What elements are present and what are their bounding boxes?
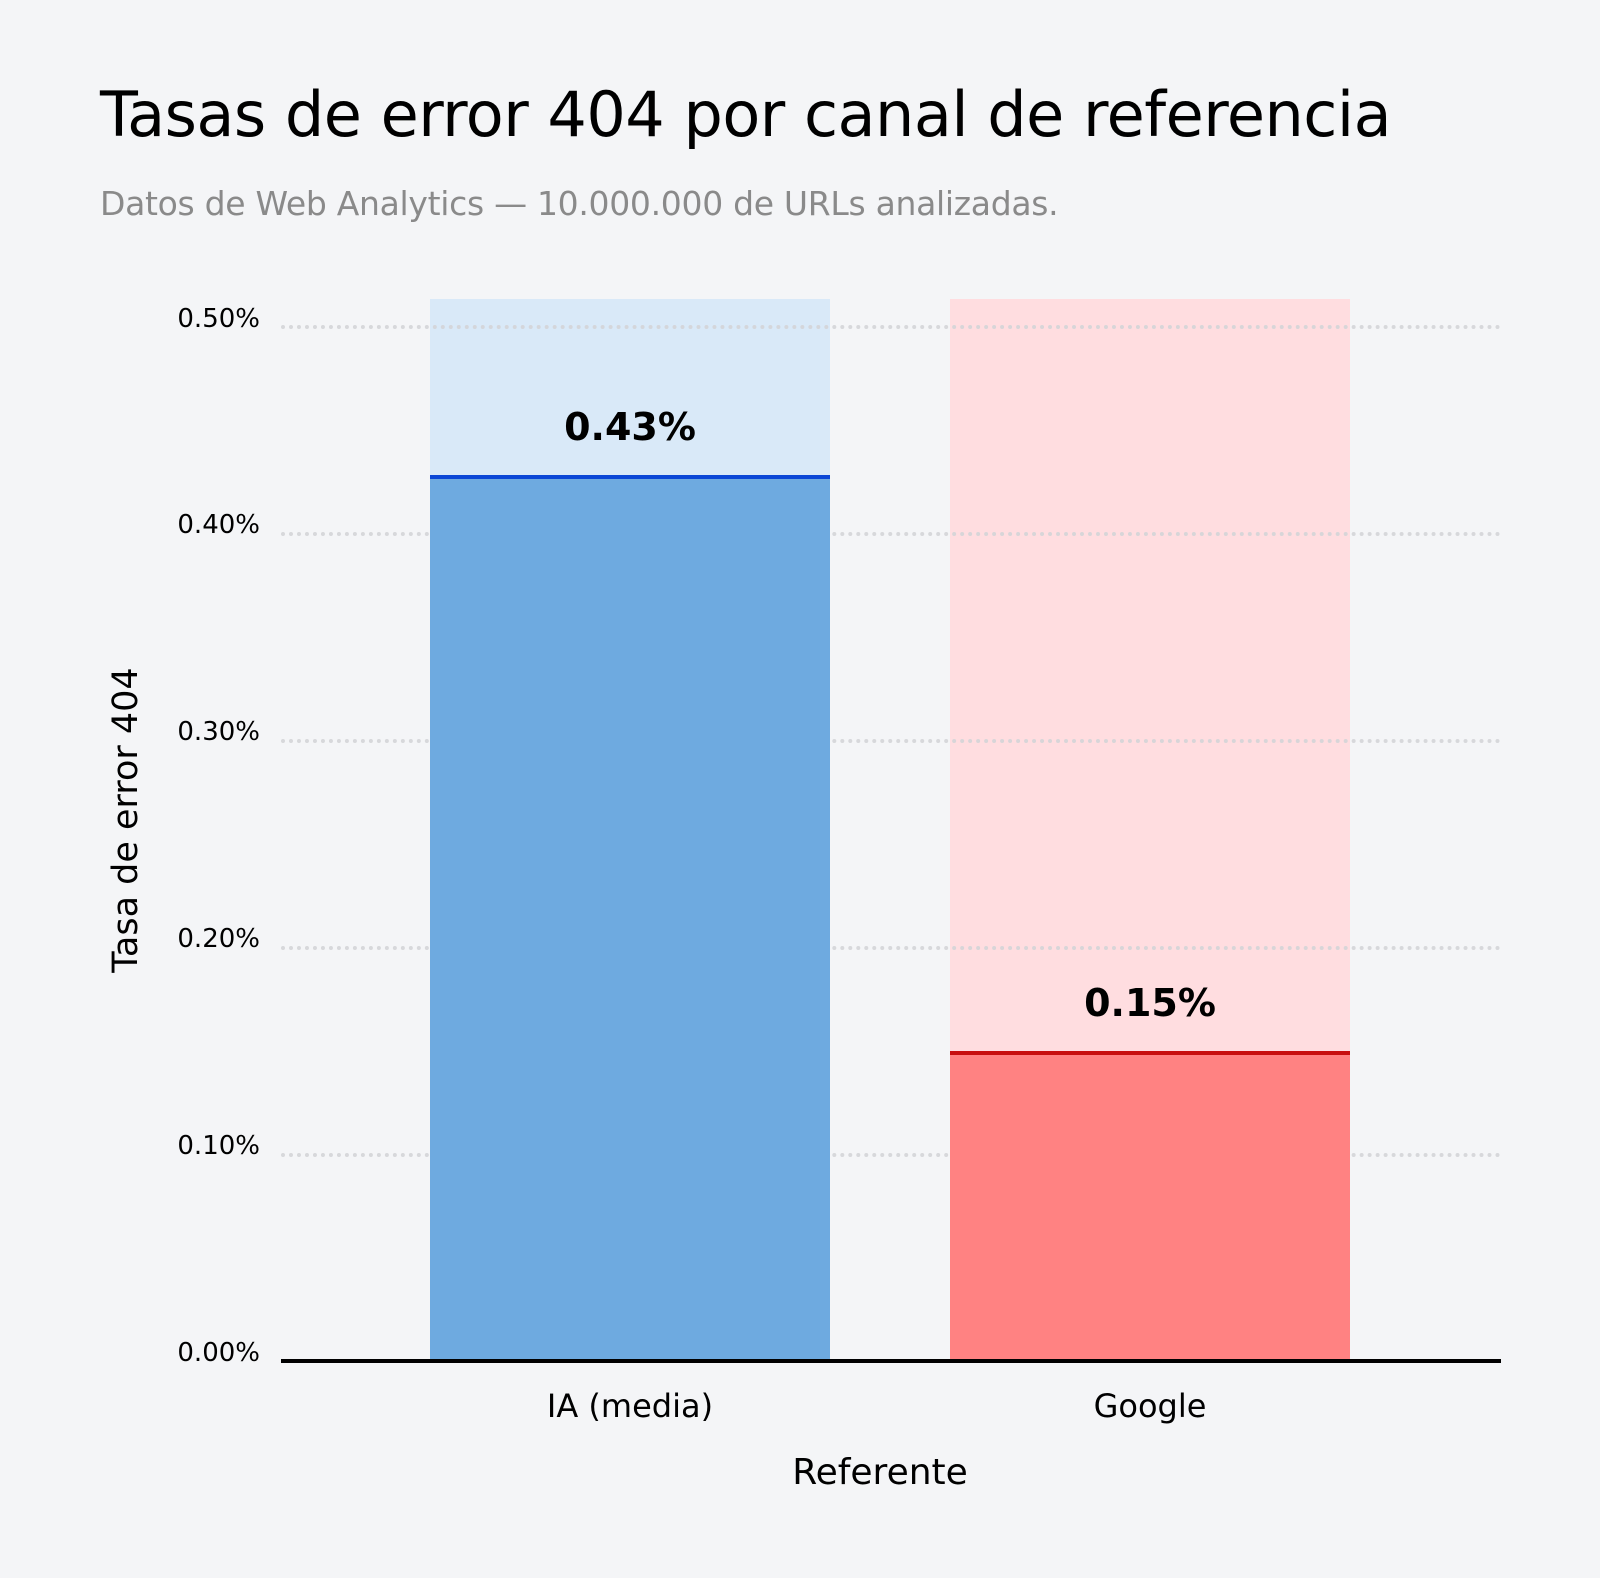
y-axis-label: Tasa de error 404 <box>106 667 146 973</box>
bar-ia-value-line <box>430 475 830 479</box>
chart-title: Tasas de error 404 por canal de referenc… <box>100 78 1392 151</box>
bar-google-value-line <box>950 1051 1350 1055</box>
gridline-030 <box>281 739 1501 743</box>
gridline-040 <box>281 532 1501 536</box>
chart-subtitle: Datos de Web Analytics — 10.000.000 de U… <box>100 184 1059 223</box>
ytick-020: 0.20% <box>177 924 260 954</box>
gridline-020 <box>281 946 1501 950</box>
ytick-050: 0.50% <box>177 304 260 334</box>
xtick-ia-media: IA (media) <box>546 1387 714 1425</box>
bar-ia-media <box>430 478 830 1361</box>
gridline-010 <box>281 1153 1501 1157</box>
ytick-040: 0.40% <box>177 510 260 540</box>
ytick-030: 0.30% <box>177 717 260 747</box>
x-axis-line <box>281 1359 1501 1363</box>
bar-google-value-label: 0.15% <box>1084 981 1216 1025</box>
ytick-010: 0.10% <box>177 1131 260 1161</box>
x-axis-label: Referente <box>792 1452 968 1493</box>
bar-ia-value-label: 0.43% <box>564 405 696 449</box>
ytick-000: 0.00% <box>177 1338 260 1368</box>
xtick-google: Google <box>1093 1387 1207 1425</box>
gridline-050 <box>281 325 1501 329</box>
bar-google <box>950 1054 1350 1361</box>
